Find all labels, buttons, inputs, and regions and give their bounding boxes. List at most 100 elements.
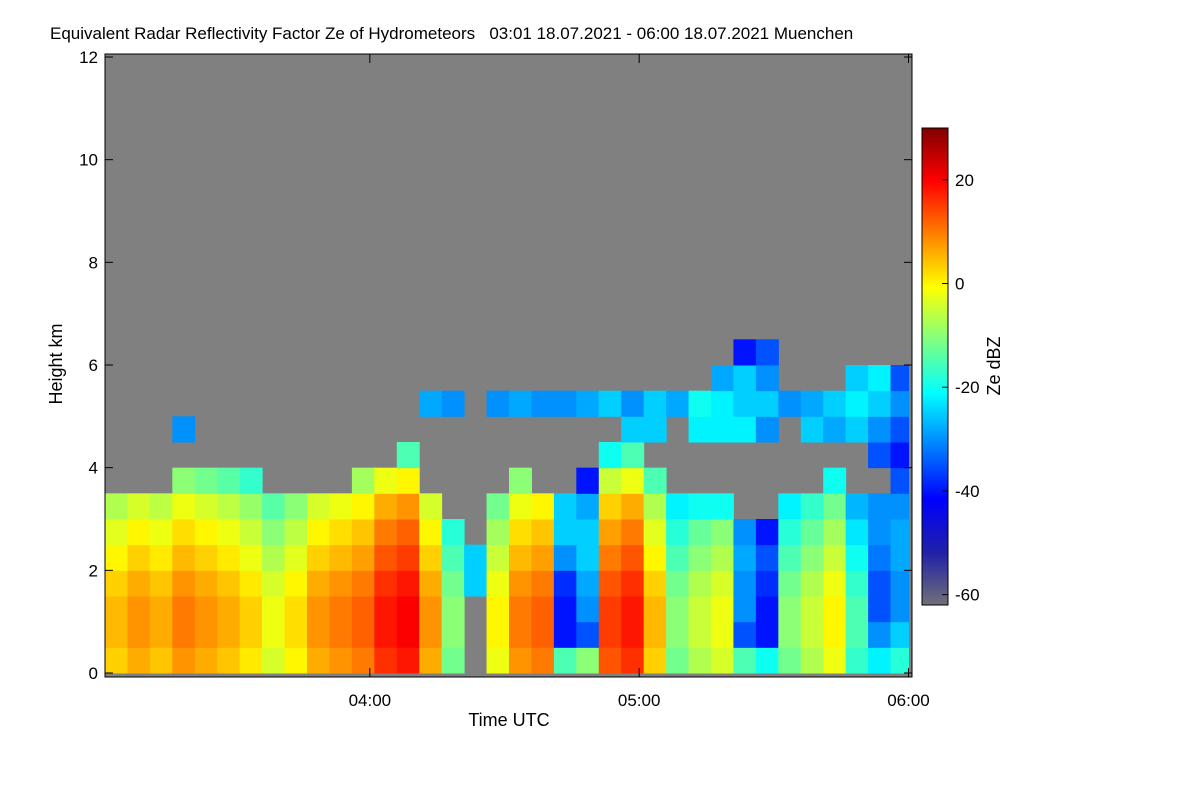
cell [868,519,892,546]
cell [262,544,286,571]
cell [868,442,892,469]
cell [845,570,869,597]
cell [598,596,622,623]
cell [127,621,151,648]
cell [486,621,510,648]
cell [396,519,420,546]
cell [868,596,892,623]
cell [508,493,532,520]
y-tick-label: 8 [89,253,98,272]
cell [688,647,712,674]
cell [374,596,398,623]
cell [643,390,667,417]
cell [800,416,824,443]
cell [149,519,173,546]
cell [868,621,892,648]
cell [890,544,909,571]
cell [755,519,779,546]
cell [890,570,909,597]
cell [755,544,779,571]
cell [419,570,443,597]
x-tick-label: 04:00 [349,691,392,710]
cell [262,596,286,623]
cell [666,493,690,520]
cell [621,647,645,674]
cell [845,544,869,571]
cell [755,570,779,597]
cell [508,467,532,494]
cell [172,493,196,520]
colorbar-label: Ze dBZ [984,336,1004,395]
cell [396,621,420,648]
cell [823,390,847,417]
colorbar-tick-label: -60 [955,586,980,605]
cell [621,519,645,546]
cell [239,621,263,648]
cell [486,493,510,520]
cell [576,544,600,571]
cell [239,570,263,597]
cell [306,493,330,520]
y-tick-label: 2 [89,561,98,580]
cell [733,416,757,443]
cell [239,544,263,571]
cell [710,544,734,571]
cell [217,467,241,494]
cell [351,544,375,571]
cell [868,493,892,520]
cell [172,519,196,546]
cell [441,570,465,597]
cell [553,544,577,571]
cell [643,647,667,674]
cell [643,596,667,623]
cell [194,647,218,674]
cell [486,390,510,417]
cell [868,647,892,674]
cell [172,416,196,443]
cell [621,544,645,571]
cell [396,493,420,520]
cell [576,390,600,417]
cell [284,570,308,597]
cell [172,647,196,674]
cell [598,493,622,520]
cell [621,442,645,469]
y-tick-label: 4 [89,459,98,478]
cell [643,493,667,520]
cell [643,544,667,571]
cell [486,544,510,571]
cell [800,596,824,623]
cell [688,621,712,648]
cell [419,596,443,623]
cell [105,647,128,674]
cell [755,390,779,417]
cell [733,621,757,648]
cell [419,544,443,571]
cell [845,493,869,520]
cell [351,647,375,674]
cell [890,621,909,648]
cell [194,570,218,597]
cell [127,493,151,520]
cell [621,621,645,648]
y-tick-label: 0 [89,664,98,683]
cell [576,519,600,546]
cell [823,519,847,546]
cell [890,416,909,443]
cell [576,621,600,648]
cell [127,544,151,571]
cell [666,621,690,648]
cell [666,390,690,417]
cell [105,596,128,623]
cell [890,647,909,674]
cell [329,493,353,520]
cell [688,544,712,571]
cell [464,544,488,571]
cell [105,570,128,597]
cell [643,570,667,597]
cell [823,621,847,648]
cell [576,570,600,597]
cell [598,519,622,546]
cell [733,544,757,571]
